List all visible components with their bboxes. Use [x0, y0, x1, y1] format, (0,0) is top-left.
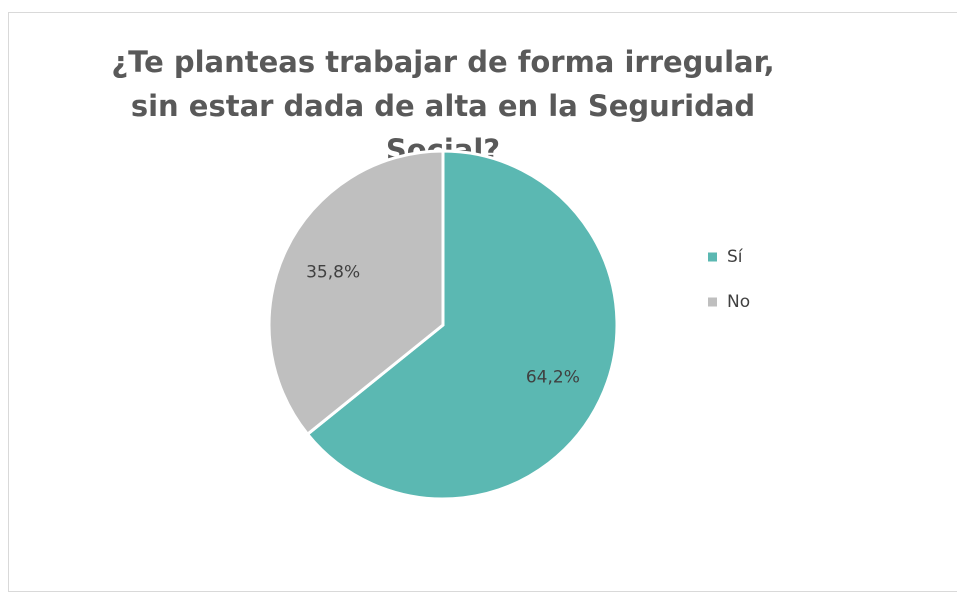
pie-slice	[305, 149, 619, 501]
legend-swatch	[708, 297, 717, 307]
pie-slice	[267, 149, 445, 437]
data-label: 64,2%	[526, 368, 580, 388]
data-label: 35,8%	[306, 262, 360, 282]
legend-swatch	[708, 252, 717, 262]
chart-title: ¿Te planteas trabajar de forma irregular…	[111, 45, 775, 167]
legend-label: No	[727, 292, 750, 312]
legend-label: Sí	[727, 247, 744, 267]
